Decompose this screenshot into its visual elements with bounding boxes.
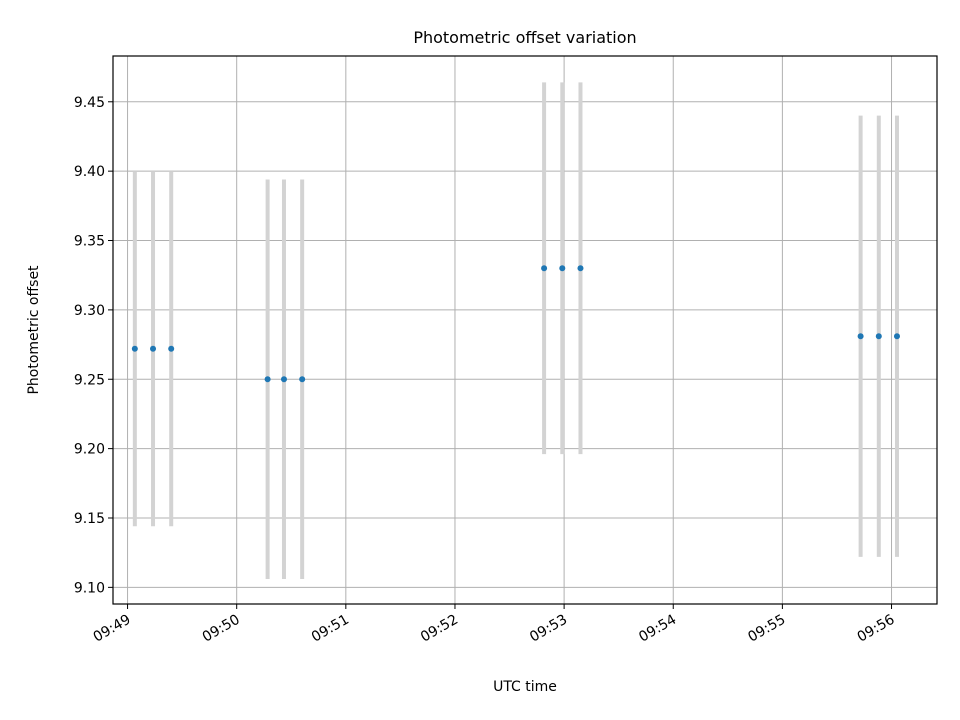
y-tick-label: 9.10 xyxy=(74,580,105,596)
x-axis-label: UTC time xyxy=(493,679,557,695)
x-tick-label: 09:55 xyxy=(745,612,788,646)
x-tick-label: 09:54 xyxy=(636,612,679,646)
data-point xyxy=(168,345,175,352)
data-point xyxy=(280,376,287,383)
y-axis-ticks: 9.10 9.15 9.20 9.25 9.30 9.35 9.40 9.45 xyxy=(74,95,113,596)
data-point xyxy=(541,265,548,272)
x-tick-label: 09:56 xyxy=(855,612,898,646)
x-tick-label: 09:52 xyxy=(418,612,461,646)
x-tick-label: 09:50 xyxy=(200,612,243,646)
data-point xyxy=(299,376,306,383)
data-point xyxy=(893,333,900,340)
x-tick-label: 09:51 xyxy=(309,612,352,646)
data-point xyxy=(264,376,271,383)
data-point xyxy=(131,345,138,352)
plot-frame xyxy=(112,55,938,605)
y-tick-label: 9.45 xyxy=(74,95,105,111)
x-axis-ticks: 09:49 09:50 09:51 09:52 09:53 09:54 09:55 09:56 xyxy=(91,604,898,646)
data-point xyxy=(875,333,882,340)
x-tick-label: 09:53 xyxy=(527,612,570,646)
y-tick-label: 9.20 xyxy=(74,442,105,458)
y-tick-label: 9.15 xyxy=(74,511,105,527)
x-tick-label: 09:49 xyxy=(91,612,134,646)
data-point xyxy=(559,265,566,272)
grid xyxy=(113,56,937,604)
y-tick-label: 9.25 xyxy=(74,372,105,388)
y-tick-label: 9.30 xyxy=(74,303,105,319)
y-tick-label: 9.40 xyxy=(74,164,105,180)
chart-title: Photometric offset variation xyxy=(413,28,636,47)
data-point xyxy=(577,265,584,272)
data-point xyxy=(857,333,864,340)
data-point xyxy=(150,345,157,352)
y-tick-label: 9.35 xyxy=(74,234,105,250)
y-axis-label: Photometric offset xyxy=(26,265,42,395)
data-points xyxy=(131,265,900,383)
